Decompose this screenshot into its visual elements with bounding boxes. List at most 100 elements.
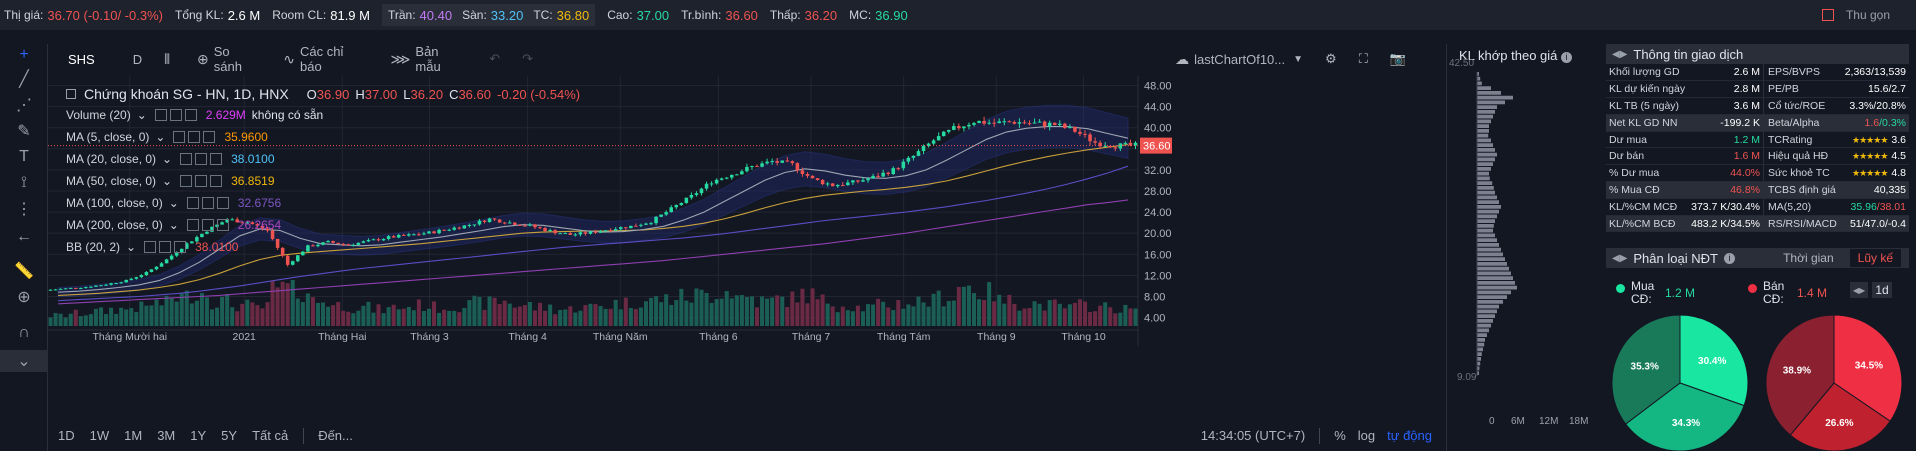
fib-tool-icon[interactable]: ⋰: [16, 97, 32, 114]
compare-button[interactable]: ⊕ So sánh: [197, 44, 242, 74]
symbol-search[interactable]: SHS: [68, 51, 95, 67]
close-icon[interactable]: [203, 131, 216, 143]
zoom-in-icon[interactable]: ⊕: [17, 289, 31, 306]
indicator-row[interactable]: MA (100, close, 0) ⌄ 32.6756: [66, 192, 580, 214]
settings-icon[interactable]: [159, 241, 172, 253]
vp-bar: [1477, 114, 1493, 119]
templates-button[interactable]: ⋙ Bản mẫu: [390, 44, 441, 74]
info-icon[interactable]: i: [1561, 52, 1573, 63]
settings-icon[interactable]: [201, 219, 214, 231]
indicator-row[interactable]: Volume (20) ⌄ 2.629M không có sẵn: [66, 104, 580, 126]
ruler-icon[interactable]: 📏: [14, 263, 34, 280]
settings-icon[interactable]: [195, 175, 208, 187]
chart-type-button[interactable]: ⫴: [164, 51, 175, 68]
chevron-down-icon[interactable]: ⌄: [136, 108, 147, 122]
candle-body: [694, 193, 699, 195]
eye-icon[interactable]: [180, 175, 193, 187]
candle-body: [422, 233, 426, 235]
price-chart[interactable]: 48.0044.0040.0036.0032.0028.0024.0020.00…: [48, 76, 1446, 416]
volume-bar: [966, 285, 971, 326]
indicators-button[interactable]: ∿ Các chỉ báo: [283, 44, 344, 74]
candle-body: [1133, 142, 1138, 146]
mc-value: 36.90: [875, 7, 908, 23]
eye-icon[interactable]: [186, 219, 199, 231]
undo-icon[interactable]: ↶: [489, 51, 501, 66]
percent-scale-toggle[interactable]: %: [1334, 428, 1346, 443]
auto-scale-toggle[interactable]: tự động: [1387, 428, 1432, 443]
log-scale-toggle[interactable]: log: [1357, 428, 1376, 443]
range-3m[interactable]: 3M: [157, 428, 176, 443]
trend-line-icon[interactable]: ╱: [19, 71, 29, 88]
tab-cumulative[interactable]: Lũy kế: [1849, 249, 1901, 267]
indicator-row[interactable]: MA (200, close, 0) ⌄ 26.2654: [66, 214, 580, 236]
magnet-icon[interactable]: ∩: [18, 324, 30, 341]
text-tool-icon[interactable]: T: [19, 148, 29, 165]
range-1d[interactable]: 1D: [58, 428, 75, 443]
back-arrow-icon[interactable]: ←: [16, 228, 32, 245]
goto-date-button[interactable]: Đến...: [318, 428, 353, 443]
brush-icon[interactable]: ✎: [17, 123, 31, 140]
interval-button[interactable]: D: [132, 51, 143, 67]
volume-bar: [58, 313, 63, 326]
eye-icon[interactable]: [173, 131, 186, 143]
layout-button[interactable]: ☁ lastChartOf10... ▼: [1175, 50, 1304, 67]
eye-icon[interactable]: [186, 197, 199, 209]
measure-tool-icon[interactable]: ⋮: [16, 201, 32, 218]
redo-icon[interactable]: ↷: [522, 51, 534, 66]
indicator-row[interactable]: BB (20, 2) ⌄ 38.0100: [66, 236, 580, 258]
expand-down-icon[interactable]: ⌄: [0, 350, 48, 372]
close-icon[interactable]: [210, 153, 223, 165]
collapse-button[interactable]: Thu gọn: [1821, 0, 1890, 30]
settings-icon[interactable]: [169, 109, 182, 121]
ceiling-value: 40.40: [419, 7, 453, 23]
chevron-down-icon[interactable]: ⌄: [162, 174, 173, 188]
volume-profile-chart: [1476, 72, 1517, 376]
close-icon[interactable]: [174, 241, 187, 253]
candle-body: [391, 236, 396, 238]
candle-body: [608, 230, 613, 232]
volume-bar: [1098, 305, 1103, 326]
vp-bar: [1477, 219, 1495, 223]
candle-body: [856, 180, 860, 182]
chevron-down-icon[interactable]: ⌄: [126, 240, 137, 254]
range-1w[interactable]: 1W: [89, 428, 110, 443]
settings-icon[interactable]: [195, 153, 208, 165]
crosshair-icon[interactable]: +: [19, 46, 29, 63]
chevron-down-icon[interactable]: ⌄: [162, 152, 173, 166]
info-icon[interactable]: i: [1723, 252, 1735, 264]
settings-icon[interactable]: ⚙: [1325, 51, 1337, 66]
candle-body: [412, 234, 416, 236]
vp-bar: [1477, 366, 1480, 371]
camera-icon[interactable]: 📷: [1389, 51, 1406, 66]
eye-icon[interactable]: [154, 109, 167, 121]
close-icon[interactable]: [184, 109, 197, 121]
fullscreen-icon[interactable]: ⛶: [1358, 51, 1368, 66]
close-icon[interactable]: [216, 219, 229, 231]
candle-body: [639, 224, 643, 226]
indicator-row[interactable]: MA (20, close, 0) ⌄ 38.0100: [66, 148, 580, 170]
expand-arrows-icon[interactable]: ◀▶: [1850, 282, 1868, 298]
range-5y[interactable]: 5Y: [221, 428, 238, 443]
settings-icon[interactable]: [188, 131, 201, 143]
candle-body: [916, 151, 921, 156]
pattern-tool-icon[interactable]: ⟟: [21, 174, 27, 191]
chevron-down-icon[interactable]: ⌄: [168, 196, 179, 210]
collapse-legend-icon[interactable]: [66, 89, 76, 99]
range-1m[interactable]: 1M: [124, 428, 143, 443]
indicator-row[interactable]: MA (50, close, 0) ⌄ 36.8519: [66, 170, 580, 192]
tab-time[interactable]: Thời gian: [1783, 251, 1834, 265]
range-all[interactable]: Tất cả: [252, 428, 289, 443]
indicator-row[interactable]: MA (5, close, 0) ⌄ 35.9600: [66, 126, 580, 148]
chevron-down-icon[interactable]: ⌄: [155, 130, 166, 144]
volume-bar: [891, 310, 896, 326]
trading-info-header[interactable]: ◀▶ Thông tin giao dịch: [1606, 44, 1909, 64]
chevron-down-icon[interactable]: ⌄: [168, 218, 179, 232]
close-icon[interactable]: [216, 197, 229, 209]
close-icon[interactable]: [210, 175, 223, 187]
settings-icon[interactable]: [201, 197, 214, 209]
eye-icon[interactable]: [180, 153, 193, 165]
range-1y[interactable]: 1Y: [190, 428, 207, 443]
volume-bars: [48, 280, 1138, 326]
eye-icon[interactable]: [144, 241, 157, 253]
period-1d-button[interactable]: 1d: [1872, 282, 1892, 298]
